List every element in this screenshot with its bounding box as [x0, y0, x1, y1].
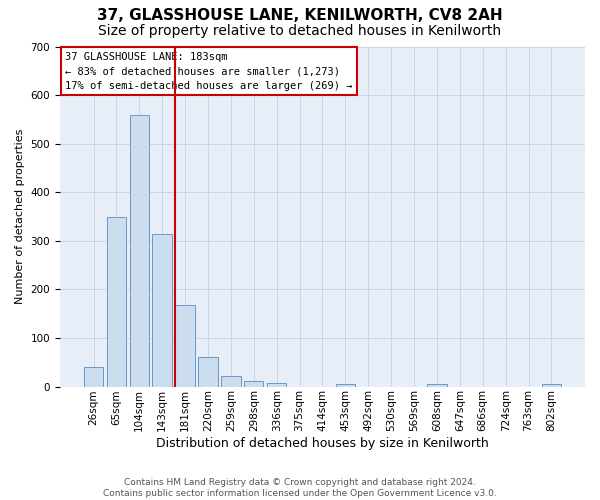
Bar — [244, 380, 263, 386]
Text: 37, GLASSHOUSE LANE, KENILWORTH, CV8 2AH: 37, GLASSHOUSE LANE, KENILWORTH, CV8 2AH — [97, 8, 503, 22]
Bar — [267, 382, 286, 386]
Bar — [221, 376, 241, 386]
Bar — [130, 114, 149, 386]
Bar — [198, 358, 218, 386]
Text: Size of property relative to detached houses in Kenilworth: Size of property relative to detached ho… — [98, 24, 502, 38]
Bar — [542, 384, 561, 386]
Bar — [335, 384, 355, 386]
Bar — [152, 234, 172, 386]
Bar — [84, 367, 103, 386]
X-axis label: Distribution of detached houses by size in Kenilworth: Distribution of detached houses by size … — [156, 437, 489, 450]
Bar — [175, 305, 195, 386]
Text: 37 GLASSHOUSE LANE: 183sqm
← 83% of detached houses are smaller (1,273)
17% of s: 37 GLASSHOUSE LANE: 183sqm ← 83% of deta… — [65, 52, 353, 91]
Y-axis label: Number of detached properties: Number of detached properties — [15, 129, 25, 304]
Bar — [427, 384, 446, 386]
Bar — [107, 216, 126, 386]
Text: Contains HM Land Registry data © Crown copyright and database right 2024.
Contai: Contains HM Land Registry data © Crown c… — [103, 478, 497, 498]
